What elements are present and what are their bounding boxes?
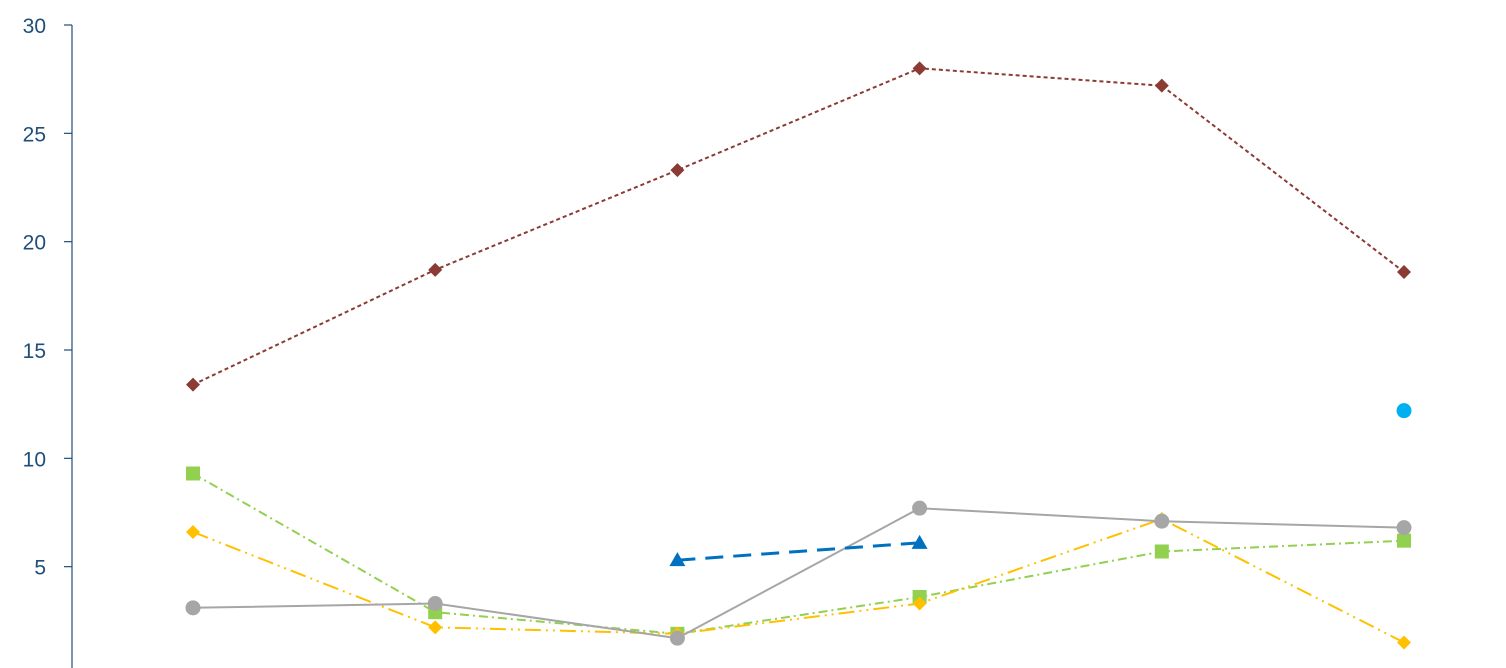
data-point-circle — [669, 630, 685, 646]
data-point-square — [1154, 544, 1169, 559]
data-point-diamond — [1397, 265, 1411, 279]
y-tick-label: 5 — [34, 557, 46, 580]
series-2 — [186, 466, 1411, 641]
data-point-circle — [1396, 520, 1412, 536]
series-3-line — [192, 518, 1405, 644]
y-tick-label: 10 — [23, 448, 46, 471]
data-point-triangle — [911, 534, 928, 549]
series-2-line — [192, 472, 1405, 635]
y-tick-label: 20 — [23, 232, 46, 255]
data-point-diamond — [1397, 635, 1411, 650]
data-point-diamond — [670, 163, 685, 178]
y-tick-label: 0 — [34, 665, 46, 668]
data-point-diamond — [186, 377, 200, 392]
data-point-triangle — [669, 552, 686, 567]
y-axis: 0 5 10 15 20 25 30 — [23, 15, 73, 668]
data-point-diamond — [1154, 78, 1169, 93]
data-point-diamond — [912, 596, 927, 611]
y-tick-label: 15 — [23, 340, 46, 363]
series-4-line — [192, 507, 1405, 640]
data-point-square — [186, 466, 200, 481]
data-point-diamond — [912, 61, 927, 76]
plot-area — [185, 61, 1412, 650]
series-5 — [669, 534, 928, 567]
data-point-circle — [912, 500, 928, 516]
series-4 — [185, 500, 1412, 646]
data-point-diamond — [186, 525, 200, 539]
data-point-diamond — [428, 620, 443, 635]
y-tick-label: 25 — [23, 123, 46, 146]
series-6 — [1396, 403, 1412, 419]
y-tick-label: 30 — [23, 15, 46, 38]
data-point-diamond — [428, 262, 443, 277]
series-1-line — [192, 67, 1405, 386]
data-point-circle — [185, 600, 201, 616]
data-point-circle — [427, 596, 443, 611]
series-5-line — [677, 541, 920, 562]
series-1 — [186, 61, 1411, 392]
data-point-square — [1397, 533, 1411, 548]
data-point-circle — [1396, 403, 1412, 419]
data-point-circle — [1154, 513, 1170, 529]
series-3 — [186, 512, 1411, 650]
